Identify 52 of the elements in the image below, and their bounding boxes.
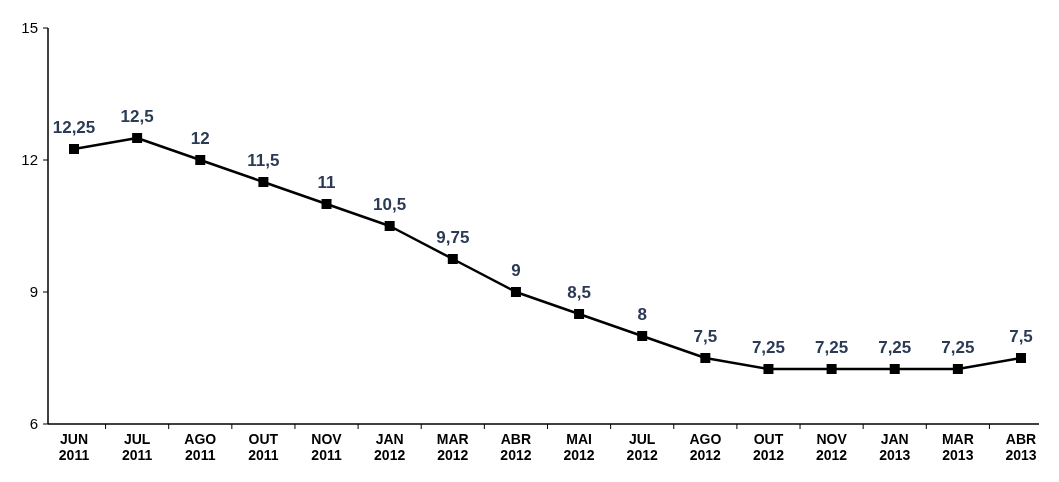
y-tick-label: 6 [29,415,38,433]
x-tick-label: OUT 2012 [752,431,785,463]
point [700,353,711,363]
data-label: 12,25 [52,118,96,137]
point [763,364,774,374]
x-tick-label: JUN 2011 [58,431,90,463]
point [195,155,206,165]
x-tick-label: ABR 2013 [1005,431,1037,463]
point [510,287,521,297]
y-tick-label: 9 [29,283,38,301]
data-label: 11,5 [247,151,280,170]
point [258,177,269,187]
x-tick-label: JAN 2012 [374,431,406,463]
data-label: 12 [190,129,210,148]
data-label: 9,75 [436,228,470,247]
x-tick-label: AGO 2012 [689,431,722,463]
x-tick-label: MAR 2013 [941,431,974,463]
point [1016,353,1026,363]
y-tick-label: 15 [21,19,38,37]
data-label: 9 [511,261,521,280]
x-tick-label: AGO 2011 [184,431,217,463]
data-label: 7,25 [751,338,786,357]
x-tick-label: NOV 2011 [311,431,343,463]
x-tick-label: JUL 2011 [121,431,153,463]
data-label: 7,25 [815,338,849,357]
data-label: 12,5 [120,107,154,126]
point [321,199,332,209]
data-label: 8 [637,305,647,324]
point [637,331,648,341]
point [574,309,585,319]
data-label: 7,25 [878,338,912,357]
point [384,221,395,231]
data-label: 10,5 [373,195,407,214]
x-tick-label: ABR 2012 [500,431,532,463]
x-tick-label: OUT 2011 [248,431,279,463]
point [69,144,79,154]
data-label: 11 [317,173,336,192]
data-label: 8,5 [567,283,591,302]
point [826,364,837,374]
point [889,364,900,374]
data-label: 7,5 [1009,327,1033,346]
x-tick-label: JAN 2013 [879,431,911,463]
point [447,254,458,264]
point [132,133,143,143]
x-tick-label: MAI 2012 [563,431,595,463]
x-tick-label: JUL 2012 [626,431,658,463]
point [952,364,963,374]
x-tick-label: NOV 2012 [816,431,848,463]
data-label: 7,5 [693,327,718,346]
x-tick-label: MAR 2012 [436,431,469,463]
data-label: 7,25 [941,338,975,357]
y-tick-label: 12 [21,151,38,169]
